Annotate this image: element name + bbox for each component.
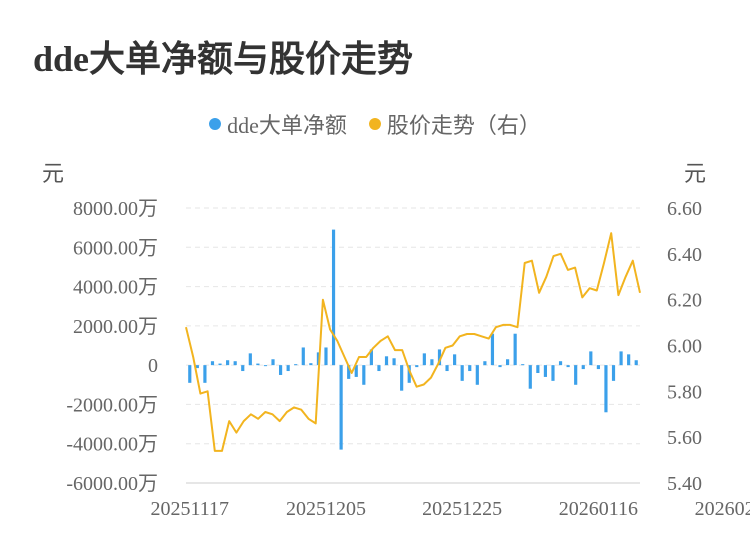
- dde-bar[interactable]: [241, 365, 245, 372]
- x-axis: 20251117 20251205 20251225 20260116 20260205: [151, 482, 750, 520]
- dde-bar[interactable]: [278, 365, 283, 375]
- left-tick-label: -4000.00万: [66, 434, 158, 456]
- legend-marker-price: [368, 118, 381, 130]
- dde-bar[interactable]: [604, 365, 608, 413]
- dde-bar[interactable]: [513, 333, 517, 366]
- dde-bar[interactable]: [589, 351, 593, 366]
- dde-bar[interactable]: [453, 354, 457, 366]
- chart-title: dde大单净额与股价走势: [33, 39, 414, 79]
- dde-bar[interactable]: [611, 365, 616, 381]
- dde-bar[interactable]: [377, 365, 381, 372]
- dde-bar[interactable]: [415, 365, 419, 368]
- dde-bar[interactable]: [203, 365, 207, 383]
- dde-bar[interactable]: [551, 365, 555, 381]
- left-axis-unit: 元: [42, 161, 65, 186]
- dde-bar[interactable]: [528, 365, 532, 389]
- right-tick-label: 5.40: [667, 473, 702, 495]
- right-tick-label: 6.60: [667, 198, 702, 220]
- dde-bar[interactable]: [521, 364, 525, 366]
- dde-bar[interactable]: [226, 360, 230, 366]
- dde-bar[interactable]: [324, 347, 328, 366]
- dde-bar[interactable]: [400, 365, 404, 391]
- dde-bar[interactable]: [634, 360, 638, 366]
- dde-bar[interactable]: [286, 365, 290, 372]
- dde-bar[interactable]: [627, 354, 631, 366]
- dde-bar[interactable]: [384, 356, 389, 366]
- legend-item-dde[interactable]: dde大单净额: [209, 108, 347, 140]
- dde-bar[interactable]: [309, 363, 313, 366]
- dde-bar[interactable]: [460, 365, 464, 381]
- dde-bar[interactable]: [445, 365, 449, 372]
- dde-bar[interactable]: [248, 353, 252, 366]
- left-tick-label: 2000.00万: [73, 316, 158, 338]
- dde-bar[interactable]: [619, 351, 623, 366]
- legend-marker-dde: [209, 118, 222, 130]
- dde-bar[interactable]: [362, 365, 366, 385]
- dde-bar[interactable]: [437, 349, 442, 366]
- dde-bar[interactable]: [331, 229, 336, 366]
- bar-series: [188, 229, 638, 450]
- left-tick-label: 0: [148, 355, 158, 377]
- left-tick-label: 8000.00万: [73, 198, 158, 220]
- dde-bar[interactable]: [256, 363, 260, 366]
- right-tick-label: 6.40: [667, 244, 702, 266]
- left-tick-label: 4000.00万: [73, 277, 158, 299]
- x-tick-label: 20251117: [151, 498, 230, 520]
- price-line[interactable]: [185, 232, 641, 452]
- right-axis: 6.60 6.40 6.20 6.00 5.80 5.60 5.40: [667, 198, 702, 495]
- legend-label-price: 股价走势（右）: [386, 113, 541, 138]
- right-tick-label: 6.00: [667, 336, 702, 358]
- dde-bar[interactable]: [468, 365, 472, 372]
- dde-bar[interactable]: [407, 365, 411, 383]
- dde-bar[interactable]: [475, 365, 479, 385]
- dde-bar[interactable]: [354, 365, 358, 377]
- dde-bar[interactable]: [347, 365, 351, 379]
- dde-bar[interactable]: [271, 359, 275, 366]
- dde-bar[interactable]: [339, 365, 343, 450]
- dde-bar[interactable]: [505, 359, 510, 366]
- right-axis-unit: 元: [684, 161, 707, 186]
- dde-bar[interactable]: [392, 358, 396, 366]
- dde-bar[interactable]: [210, 361, 215, 366]
- dde-bar[interactable]: [596, 365, 600, 370]
- dde-bar[interactable]: [294, 364, 298, 366]
- dde-bar[interactable]: [558, 361, 563, 366]
- left-tick-label: 6000.00万: [73, 237, 158, 259]
- dde-bar[interactable]: [490, 333, 495, 366]
- dde-bar[interactable]: [430, 359, 434, 366]
- x-tick-label: 20251225: [422, 498, 502, 520]
- legend: dde大单净额 股价走势（右）: [0, 108, 750, 140]
- legend-item-price[interactable]: 股价走势（右）: [368, 108, 541, 140]
- x-tick-label: 20251205: [286, 498, 366, 520]
- dde-bar[interactable]: [543, 365, 548, 377]
- dde-bar[interactable]: [581, 365, 585, 370]
- dde-bar[interactable]: [369, 349, 373, 366]
- x-tick-label: 20260116: [559, 498, 638, 520]
- dde-bar[interactable]: [574, 365, 578, 385]
- dde-bar[interactable]: [483, 361, 487, 366]
- left-tick-label: -2000.00万: [66, 394, 158, 416]
- left-tick-label: -6000.00万: [66, 473, 158, 495]
- right-tick-label: 5.60: [667, 427, 702, 449]
- dde-bar[interactable]: [316, 352, 321, 366]
- dde-bar[interactable]: [422, 353, 426, 366]
- dde-bar[interactable]: [218, 363, 222, 366]
- grid-lines: [186, 207, 640, 484]
- dde-bar[interactable]: [195, 365, 199, 369]
- legend-label-dde: dde大单净额: [227, 113, 347, 138]
- dde-bar[interactable]: [536, 365, 540, 373]
- price-line-series: [185, 232, 641, 452]
- dde-bar[interactable]: [498, 365, 502, 368]
- x-tick-label: 20260205: [695, 498, 750, 520]
- left-axis: 8000.00万 6000.00万 4000.00万 2000.00万 0 -2000.0…: [66, 198, 158, 495]
- right-tick-label: 5.80: [667, 381, 702, 403]
- dde-bar[interactable]: [566, 365, 570, 368]
- right-tick-label: 6.20: [667, 290, 702, 312]
- dde-bar[interactable]: [233, 361, 237, 366]
- dde-bar[interactable]: [188, 365, 192, 383]
- dde-bar[interactable]: [301, 347, 305, 366]
- dde-bar[interactable]: [263, 365, 268, 367]
